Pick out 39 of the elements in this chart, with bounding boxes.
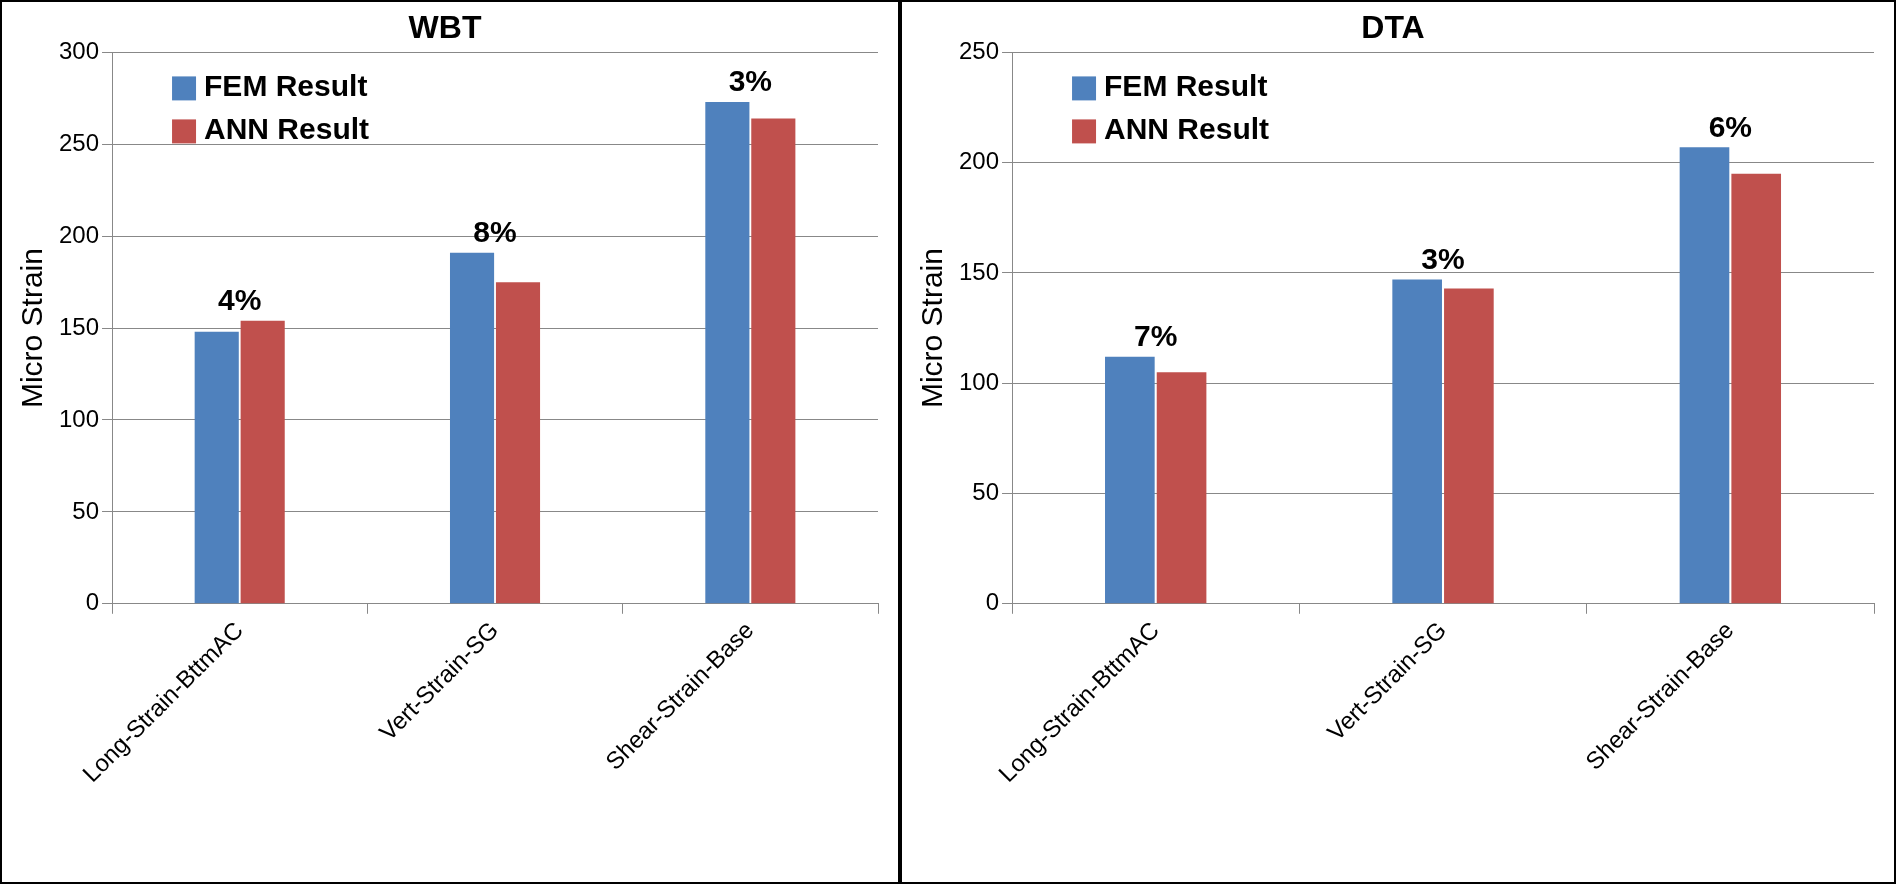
bar bbox=[495, 282, 541, 604]
annotation: 6% bbox=[1708, 109, 1753, 143]
y-axis-title: Micro Strain bbox=[915, 248, 949, 409]
y-tick-label: 100 bbox=[959, 367, 1000, 395]
bar bbox=[1679, 147, 1730, 604]
bar bbox=[1444, 288, 1494, 604]
bar bbox=[751, 118, 796, 604]
bar bbox=[1105, 356, 1155, 604]
y-tick-label: 100 bbox=[59, 404, 100, 432]
y-tick-label: 0 bbox=[85, 588, 100, 616]
legend-label: ANN Result bbox=[204, 111, 370, 145]
legend-label: FEM Result bbox=[204, 68, 368, 102]
annotation: 3% bbox=[728, 64, 773, 98]
annotation: 3% bbox=[1421, 241, 1465, 275]
bar bbox=[194, 331, 239, 604]
y-axis-title: Micro Strain bbox=[15, 248, 49, 409]
bar bbox=[705, 102, 750, 604]
y-tick-label: 50 bbox=[972, 478, 1000, 506]
annotation: 8% bbox=[473, 215, 517, 248]
legend-label: FEM Result bbox=[1104, 68, 1268, 102]
bar bbox=[1731, 173, 1782, 604]
bar bbox=[1156, 372, 1207, 604]
y-tick-label: 300 bbox=[59, 37, 100, 65]
annotation: 4% bbox=[218, 283, 262, 317]
y-tick-label: 250 bbox=[959, 37, 1000, 65]
y-tick-label: 200 bbox=[59, 220, 100, 248]
bar bbox=[1392, 279, 1442, 604]
y-tick-label: 50 bbox=[72, 496, 100, 524]
y-tick-label: 150 bbox=[59, 312, 100, 340]
legend-label: ANN Result bbox=[1104, 111, 1270, 145]
y-tick-label: 200 bbox=[959, 147, 1000, 175]
bar bbox=[240, 320, 285, 604]
annotation: 7% bbox=[1134, 319, 1178, 353]
y-tick-label: 0 bbox=[985, 588, 1000, 616]
bar bbox=[449, 252, 495, 604]
y-tick-label: 150 bbox=[959, 257, 1000, 285]
chart-title: DTA bbox=[1361, 9, 1425, 46]
chart-title: WBT bbox=[408, 9, 482, 46]
y-tick-label: 250 bbox=[59, 128, 100, 156]
